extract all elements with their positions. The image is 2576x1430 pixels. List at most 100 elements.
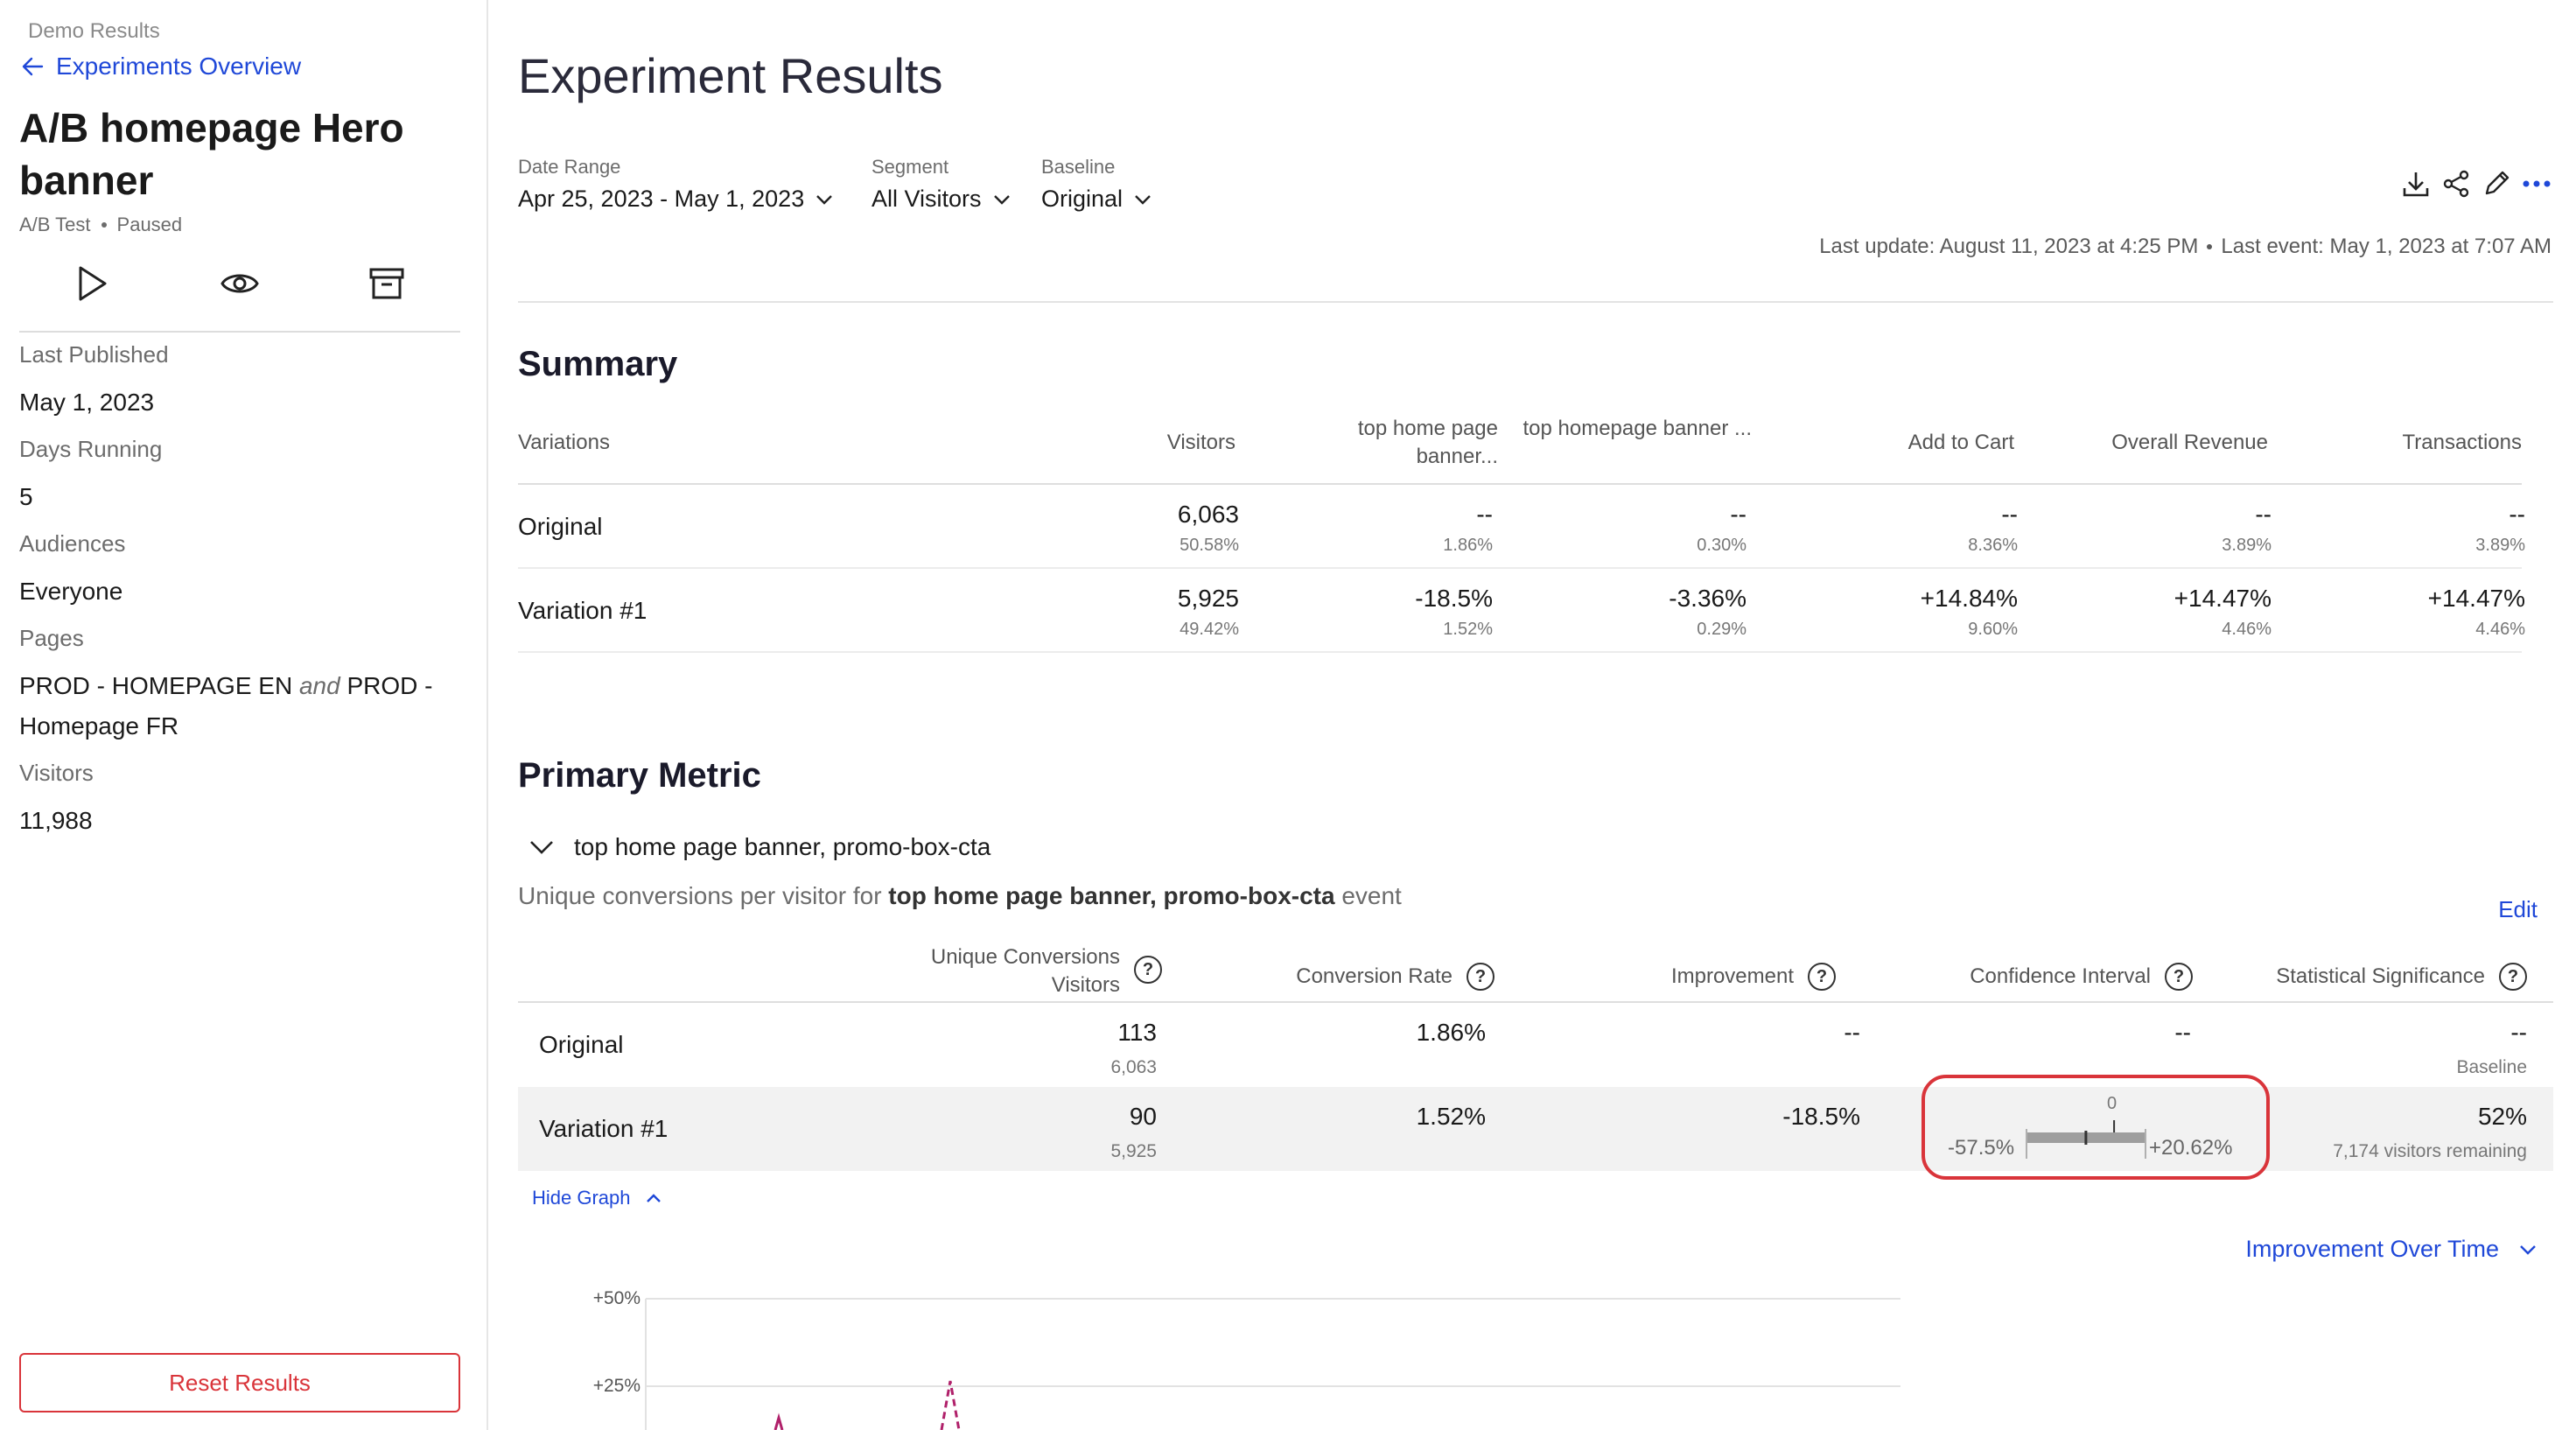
cell-sub: 49.42%	[1180, 620, 1239, 639]
metric-desc-name: top home page banner, promo-box-cta	[888, 882, 1335, 909]
conversions-cell: 90 5,925	[1110, 1103, 1157, 1162]
experiments-overview-link[interactable]: Experiments Overview	[19, 53, 301, 81]
page-1: PROD - HOMEPAGE EN	[19, 672, 293, 699]
summary-col-overall-revenue: Overall Revenue	[2111, 431, 2268, 454]
edit-button[interactable]	[2476, 166, 2516, 201]
last-published-label: Last Published	[19, 341, 169, 368]
improvement-value: -18.5%	[1782, 1103, 1860, 1130]
pages-value: PROD - HOMEPAGE EN and PROD - Homepage F…	[19, 666, 457, 747]
experiment-type: A/B Test	[19, 214, 91, 235]
edit-pencil-icon	[2485, 171, 2510, 195]
segment-value-wrap: All Visitors	[872, 186, 1012, 213]
ci-low-label: -57.5%	[1948, 1136, 2015, 1160]
help-icon[interactable]: ?	[2165, 963, 2193, 991]
graph-type-value: Improvement Over Time	[2245, 1236, 2499, 1262]
summary-header-row: Variations Visitors top home page banner…	[518, 411, 2522, 485]
col-confidence-interval: Confidence Interval ?	[1970, 963, 2193, 991]
visitors-value: 6,063	[1110, 1057, 1157, 1077]
summary-cell: -18.5% 1.52%	[1415, 585, 1493, 640]
reset-results-button[interactable]: Reset Results	[19, 1353, 460, 1412]
ci-value: --	[2174, 1019, 2191, 1046]
cell-value: -3.36%	[1669, 585, 1746, 612]
summary-cell: -3.36% 0.29%	[1669, 585, 1746, 640]
rate-cell: 1.86%	[1417, 1019, 1486, 1047]
help-icon[interactable]: ?	[1134, 956, 1162, 984]
days-running-value: 5	[19, 483, 33, 510]
pages-label: Pages	[19, 625, 84, 651]
summary-cell: +14.47% 4.46%	[2174, 585, 2272, 640]
variation-name: Variation #1	[518, 597, 648, 624]
summary-cell: -- 0.30%	[1697, 501, 1746, 556]
improvement-graph: +50% +25%	[588, 1278, 2268, 1430]
significance-value: 52%	[2477, 1103, 2527, 1130]
date-range-label: Date Range	[518, 156, 621, 178]
significance-sub: Baseline	[2456, 1057, 2527, 1077]
metric-collapse-toggle[interactable]: top home page banner, promo-box-cta	[528, 833, 990, 861]
experiment-meta: A/B Test Paused	[19, 214, 182, 236]
conversions-value: 90	[1129, 1103, 1157, 1130]
last-update-text: Last update: August 11, 2023 at 4:25 PM	[1819, 235, 2199, 258]
improvement-series-peak	[940, 1380, 961, 1430]
help-icon[interactable]: ?	[2499, 963, 2527, 991]
cell-sub: 9.60%	[1968, 620, 2018, 639]
confidence-interval-bar	[2026, 1120, 2146, 1159]
visitors-field: Visitors 11,988	[19, 760, 457, 841]
archive-button[interactable]	[360, 259, 413, 308]
graph-tick-25: +25%	[592, 1376, 640, 1396]
help-icon[interactable]: ?	[1808, 963, 1836, 991]
hide-graph-toggle[interactable]: Hide Graph	[532, 1187, 662, 1209]
baseline-label: Baseline	[1041, 156, 1116, 178]
primary-metric-header-row: Unique Conversions Visitors ? Conversion …	[518, 943, 2553, 1003]
cell-sub: 50.58%	[1180, 536, 1239, 555]
summary-col-visitors: Visitors	[1166, 431, 1236, 454]
cell-value: 6,063	[1177, 501, 1239, 528]
summary-col-variations: Variations	[518, 431, 610, 454]
cell-value: 5,925	[1177, 585, 1239, 612]
ci-zero-label: 0	[2107, 1094, 2118, 1113]
experiment-title: A/B homepage Hero banner	[19, 105, 404, 203]
help-icon[interactable]: ?	[1466, 963, 1494, 991]
date-range-filter[interactable]: Date Range Apr 25, 2023 - May 1, 2023	[518, 156, 834, 213]
summary-col-transactions: Transactions	[2402, 431, 2523, 454]
cell-value: --	[2255, 501, 2272, 528]
significance-sub: 7,174 visitors remaining	[2333, 1141, 2527, 1161]
variation-name: Variation #1	[539, 1115, 668, 1142]
cell-sub: 1.86%	[1443, 536, 1493, 555]
metric-desc-suffix: event	[1341, 882, 1402, 909]
cell-value: --	[2001, 501, 2018, 528]
summary-cell: -- 1.86%	[1443, 501, 1493, 556]
edit-metric-link[interactable]: Edit	[2498, 896, 2538, 922]
rate-value: 1.52%	[1416, 1103, 1486, 1130]
baseline-filter[interactable]: Baseline Original	[1041, 156, 1152, 213]
metric-row-original: Original 113 6,063 1.86% -- -- -- Baseline	[518, 1003, 2553, 1087]
cell-sub: 4.46%	[2475, 620, 2525, 639]
header-divider	[518, 301, 2553, 303]
page-2: PROD - Homepage FR	[19, 672, 433, 740]
graph-type-select[interactable]: Improvement Over Time	[2245, 1236, 2538, 1263]
cell-value: --	[2509, 501, 2525, 528]
separator-dot	[2207, 244, 2213, 249]
chevron-down-icon	[816, 194, 833, 205]
conversions-cell: 113 6,063	[1110, 1019, 1157, 1078]
summary-col-metric-1: top home page banner...	[1357, 417, 1498, 468]
chevron-down-icon	[2520, 1244, 2536, 1255]
last-update-info: Last update: August 11, 2023 at 4:25 PM …	[1819, 235, 2552, 259]
date-range-value: Apr 25, 2023 - May 1, 2023	[518, 186, 805, 212]
play-button[interactable]	[66, 259, 119, 308]
preview-button[interactable]	[214, 259, 266, 308]
last-event-text: Last event: May 1, 2023 at 7:07 AM	[2221, 235, 2552, 258]
more-options-button[interactable]	[2516, 166, 2557, 201]
download-button[interactable]	[2396, 166, 2436, 201]
cell-sub: 0.29%	[1697, 620, 1746, 639]
share-button[interactable]	[2436, 166, 2476, 201]
col-unique-line2: Visitors	[1051, 973, 1120, 997]
summary-cell: -- 3.89%	[2475, 501, 2525, 556]
segment-filter[interactable]: Segment All Visitors	[872, 156, 1012, 213]
pages-joiner: and	[298, 672, 340, 699]
visitors-value: 11,988	[19, 807, 93, 834]
summary-cell: 5,925 49.42%	[1178, 585, 1239, 640]
cell-sub: 8.36%	[1968, 536, 2018, 555]
metric-description: Unique conversions per visitor for top h…	[518, 882, 1402, 910]
primary-metric-table: Unique Conversions Visitors ? Conversion …	[518, 943, 2553, 1171]
col-conversion-rate-label: Conversion Rate	[1296, 964, 1452, 988]
